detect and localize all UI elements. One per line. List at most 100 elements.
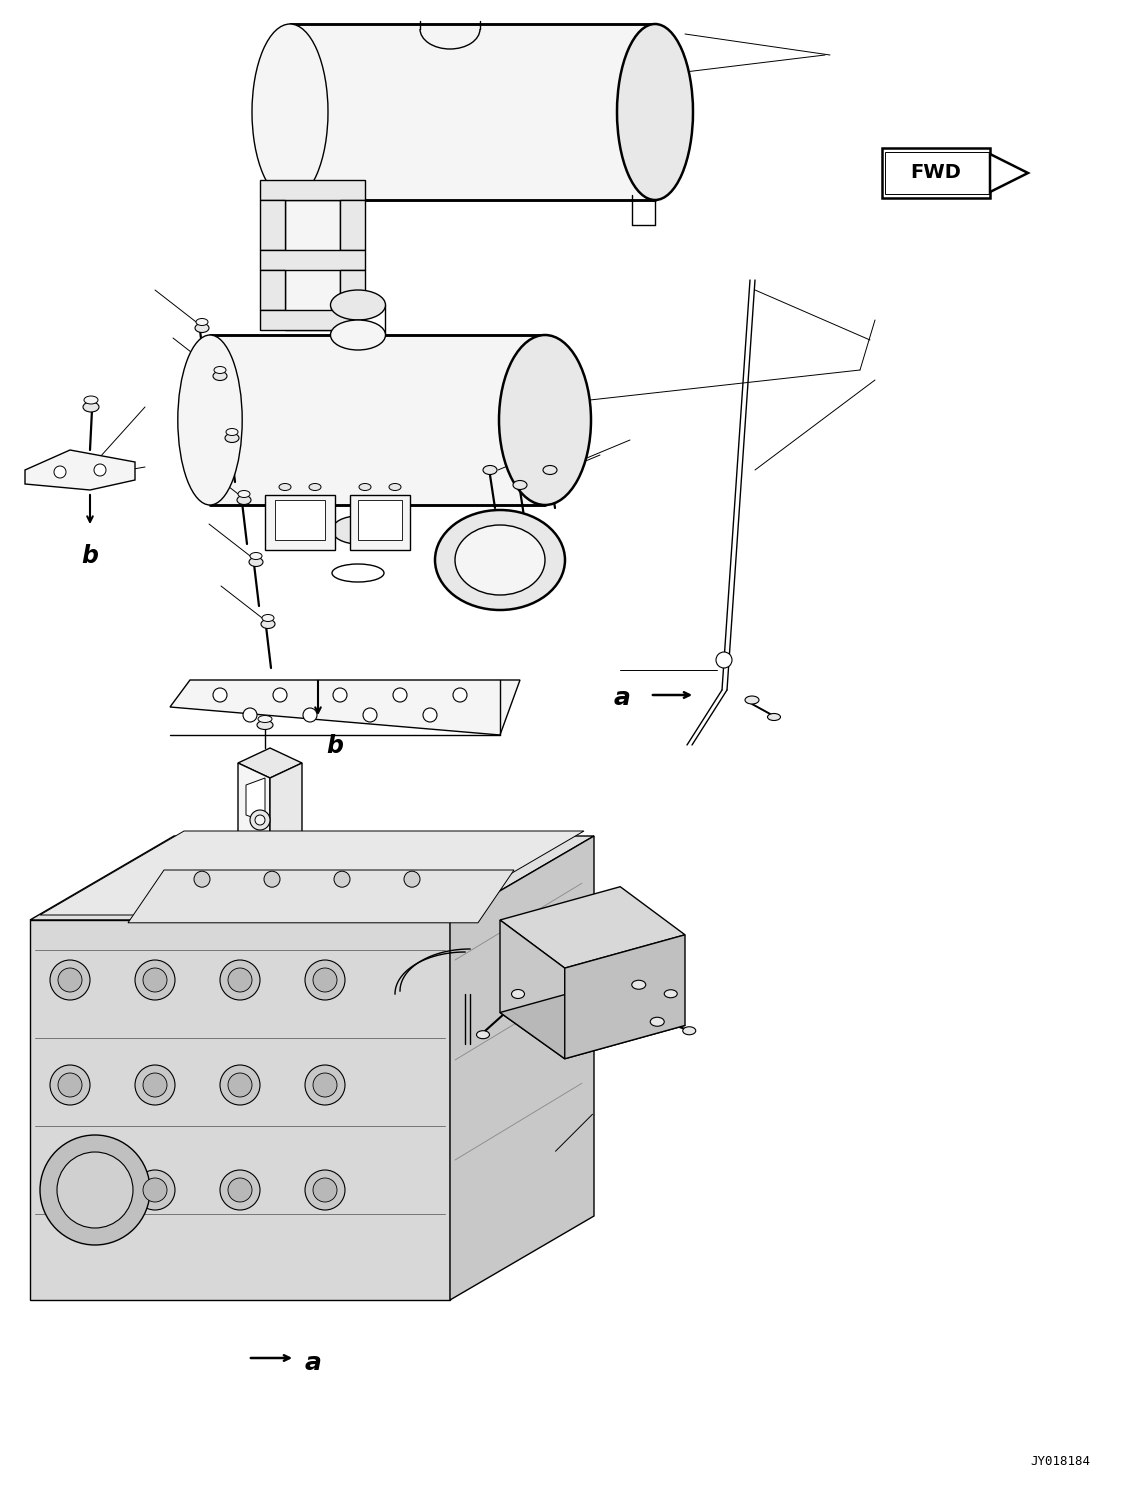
Circle shape <box>135 1065 175 1106</box>
Ellipse shape <box>226 428 238 436</box>
Circle shape <box>274 688 287 703</box>
Ellipse shape <box>178 336 242 504</box>
Ellipse shape <box>309 483 321 491</box>
Ellipse shape <box>683 1026 696 1035</box>
Polygon shape <box>238 747 302 777</box>
Polygon shape <box>260 310 365 330</box>
Ellipse shape <box>225 434 239 443</box>
Text: a: a <box>613 686 630 710</box>
Circle shape <box>135 959 175 1000</box>
Ellipse shape <box>258 716 272 722</box>
Circle shape <box>228 1073 252 1097</box>
Ellipse shape <box>249 558 263 567</box>
Polygon shape <box>246 777 264 822</box>
Circle shape <box>58 1073 82 1097</box>
Ellipse shape <box>279 483 291 491</box>
Circle shape <box>94 464 106 476</box>
Text: FWD: FWD <box>910 164 961 182</box>
Circle shape <box>143 1073 167 1097</box>
Ellipse shape <box>359 483 371 491</box>
Circle shape <box>58 968 82 992</box>
Ellipse shape <box>83 401 99 412</box>
Polygon shape <box>501 921 565 1059</box>
Polygon shape <box>260 200 285 251</box>
Ellipse shape <box>543 466 557 474</box>
Ellipse shape <box>262 615 274 622</box>
Ellipse shape <box>484 466 497 474</box>
Ellipse shape <box>617 24 693 200</box>
Circle shape <box>305 959 345 1000</box>
Circle shape <box>54 466 66 477</box>
Polygon shape <box>260 270 285 310</box>
Ellipse shape <box>196 318 208 325</box>
Text: a: a <box>305 1350 322 1376</box>
Polygon shape <box>270 762 302 852</box>
Ellipse shape <box>745 695 759 704</box>
Polygon shape <box>275 500 325 540</box>
Circle shape <box>305 1170 345 1210</box>
Ellipse shape <box>330 289 386 319</box>
Circle shape <box>453 688 466 703</box>
Circle shape <box>220 1065 260 1106</box>
Circle shape <box>255 815 264 825</box>
Polygon shape <box>170 680 520 736</box>
Circle shape <box>143 968 167 992</box>
Ellipse shape <box>84 395 98 404</box>
Circle shape <box>50 959 90 1000</box>
Circle shape <box>313 1073 337 1097</box>
Circle shape <box>363 709 377 722</box>
Circle shape <box>135 1170 175 1210</box>
Ellipse shape <box>257 721 274 730</box>
Circle shape <box>40 1135 150 1244</box>
Polygon shape <box>128 870 514 922</box>
Ellipse shape <box>513 480 527 489</box>
Polygon shape <box>501 886 686 968</box>
Circle shape <box>716 652 732 668</box>
Circle shape <box>423 709 437 722</box>
Text: b: b <box>82 545 99 568</box>
Circle shape <box>220 1170 260 1210</box>
Ellipse shape <box>261 619 275 628</box>
Circle shape <box>313 968 337 992</box>
Polygon shape <box>285 200 340 330</box>
Polygon shape <box>449 836 594 1300</box>
Circle shape <box>213 688 227 703</box>
Polygon shape <box>260 251 365 270</box>
Polygon shape <box>340 270 365 310</box>
Ellipse shape <box>632 980 646 989</box>
Polygon shape <box>882 148 990 198</box>
Ellipse shape <box>252 24 328 200</box>
Ellipse shape <box>435 510 565 610</box>
Ellipse shape <box>389 483 401 491</box>
Polygon shape <box>565 935 686 1059</box>
Polygon shape <box>264 495 335 551</box>
Ellipse shape <box>237 495 251 504</box>
Ellipse shape <box>195 324 209 333</box>
Polygon shape <box>238 762 270 852</box>
Ellipse shape <box>664 989 678 998</box>
Ellipse shape <box>512 989 524 998</box>
Circle shape <box>228 968 252 992</box>
Polygon shape <box>340 200 365 251</box>
Polygon shape <box>291 24 655 200</box>
Polygon shape <box>260 181 365 200</box>
Circle shape <box>313 1179 337 1203</box>
Circle shape <box>228 1179 252 1203</box>
Text: b: b <box>326 734 343 758</box>
Polygon shape <box>990 154 1028 192</box>
Ellipse shape <box>333 516 384 545</box>
Ellipse shape <box>650 1018 664 1026</box>
Polygon shape <box>25 451 135 489</box>
Ellipse shape <box>767 713 781 721</box>
Circle shape <box>393 688 407 703</box>
Ellipse shape <box>215 367 226 373</box>
Circle shape <box>303 709 317 722</box>
Polygon shape <box>501 979 686 1059</box>
Circle shape <box>143 1179 167 1203</box>
Circle shape <box>404 871 420 888</box>
Polygon shape <box>40 831 585 915</box>
Ellipse shape <box>213 372 227 380</box>
Circle shape <box>243 709 257 722</box>
Ellipse shape <box>477 1031 489 1038</box>
Polygon shape <box>358 500 402 540</box>
